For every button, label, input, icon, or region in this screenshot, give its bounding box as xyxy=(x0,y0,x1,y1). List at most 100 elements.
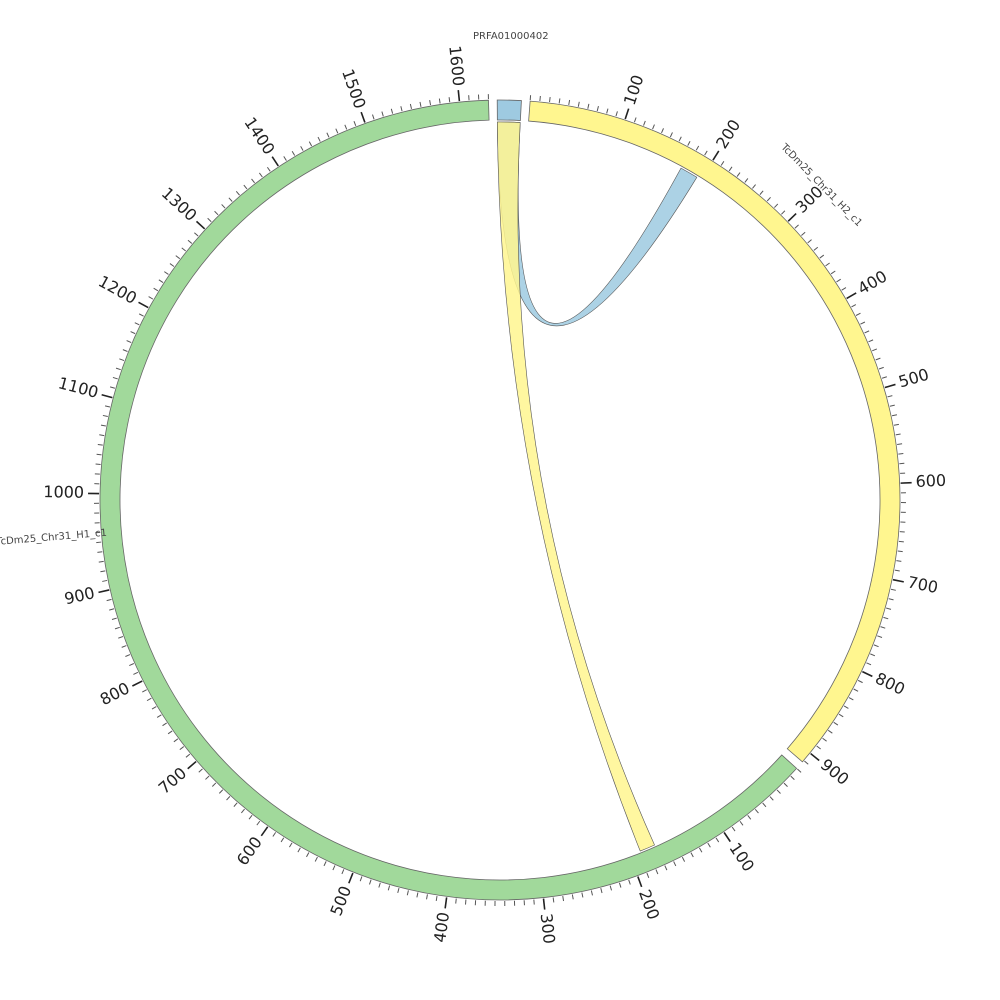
minor-tick xyxy=(280,837,285,843)
minor-tick xyxy=(669,132,673,138)
minor-tick xyxy=(129,663,135,666)
minor-tick xyxy=(825,262,830,267)
major-tick xyxy=(884,383,896,389)
minor-tick xyxy=(111,617,117,621)
minor-tick xyxy=(97,444,103,446)
major-tick xyxy=(260,826,269,837)
minor-tick xyxy=(736,172,741,177)
minor-tick xyxy=(109,386,116,389)
segment-label: TcDm25_Chr31_H2_c1 xyxy=(778,141,864,229)
minor-tick xyxy=(194,232,199,237)
major-tick xyxy=(542,898,546,910)
minor-tick xyxy=(804,760,809,765)
minor-tick xyxy=(715,837,720,843)
minor-tick xyxy=(359,876,363,882)
segment-label: TcDm25_Chr31_H1_c1 xyxy=(0,528,107,548)
minor-tick xyxy=(827,729,833,734)
minor-tick xyxy=(728,166,733,172)
minor-tick xyxy=(226,796,231,801)
major-tick xyxy=(457,90,461,102)
minor-tick xyxy=(681,856,686,862)
minor-tick xyxy=(369,879,372,885)
tick-label: 900 xyxy=(817,755,853,789)
minor-tick xyxy=(258,172,263,178)
minor-tick xyxy=(335,128,339,134)
minor-tick xyxy=(571,894,574,900)
major-tick xyxy=(138,301,149,309)
minor-tick xyxy=(119,358,125,362)
major-tick xyxy=(624,108,630,120)
tick-label: 600 xyxy=(915,471,946,491)
minor-tick xyxy=(816,745,821,750)
major-tick xyxy=(810,752,820,762)
minor-tick xyxy=(646,872,650,878)
minor-tick xyxy=(353,120,357,127)
tick-label: 1300 xyxy=(158,183,201,225)
minor-tick xyxy=(606,108,609,114)
tick-label: 300 xyxy=(537,912,559,944)
major-tick xyxy=(98,589,110,594)
minor-tick xyxy=(853,688,859,692)
minor-tick xyxy=(695,145,700,151)
minor-tick xyxy=(880,626,886,629)
major-tick xyxy=(195,220,206,230)
minor-tick xyxy=(664,865,668,871)
minor-tick xyxy=(164,271,169,275)
minor-tick xyxy=(890,588,896,591)
minor-tick xyxy=(549,97,551,103)
minor-tick xyxy=(306,852,310,858)
tick-label: 1100 xyxy=(56,373,100,402)
minor-tick xyxy=(291,150,296,156)
tick-label: 1400 xyxy=(240,114,278,158)
minor-tick xyxy=(390,108,394,114)
tick-label: 400 xyxy=(430,911,453,944)
minor-tick xyxy=(429,100,432,106)
minor-tick xyxy=(156,714,162,718)
minor-tick xyxy=(397,887,400,894)
minor-tick xyxy=(590,890,593,896)
minor-tick xyxy=(248,814,253,820)
minor-tick xyxy=(587,103,590,109)
minor-tick xyxy=(897,550,903,553)
minor-tick xyxy=(774,203,779,208)
minor-tick xyxy=(138,313,144,317)
minor-tick xyxy=(673,861,677,867)
minor-tick xyxy=(769,796,774,801)
tick-label: 200 xyxy=(635,887,663,922)
minor-tick xyxy=(323,861,327,867)
minor-tick xyxy=(438,98,441,104)
minor-tick xyxy=(416,892,419,898)
minor-tick xyxy=(855,312,861,316)
tick-label: 1600 xyxy=(445,45,468,87)
minor-tick xyxy=(819,254,825,259)
minor-tick xyxy=(187,239,193,244)
minor-tick xyxy=(221,204,226,209)
minor-tick xyxy=(891,414,898,417)
minor-tick xyxy=(633,117,637,123)
minor-tick xyxy=(378,882,381,888)
major-tick xyxy=(187,760,197,770)
minor-tick xyxy=(96,453,102,456)
minor-tick xyxy=(739,820,744,826)
minor-tick xyxy=(754,808,759,814)
minor-tick xyxy=(400,106,403,112)
minor-tick xyxy=(877,635,883,638)
minor-tick xyxy=(406,890,409,896)
minor-tick xyxy=(419,101,422,107)
major-tick xyxy=(101,394,113,399)
major-tick xyxy=(846,292,857,300)
minor-tick xyxy=(125,654,131,657)
minor-tick xyxy=(235,190,240,196)
minor-tick xyxy=(381,111,384,117)
minor-tick xyxy=(240,808,245,814)
major-tick xyxy=(444,897,448,909)
minor-tick xyxy=(387,885,391,891)
minor-tick xyxy=(562,895,565,902)
minor-tick xyxy=(581,892,584,898)
minor-tick xyxy=(332,865,336,871)
minor-tick xyxy=(173,738,179,743)
minor-tick xyxy=(106,598,112,602)
minor-tick xyxy=(643,120,646,126)
minor-tick xyxy=(214,210,219,216)
minor-tick xyxy=(872,348,878,352)
